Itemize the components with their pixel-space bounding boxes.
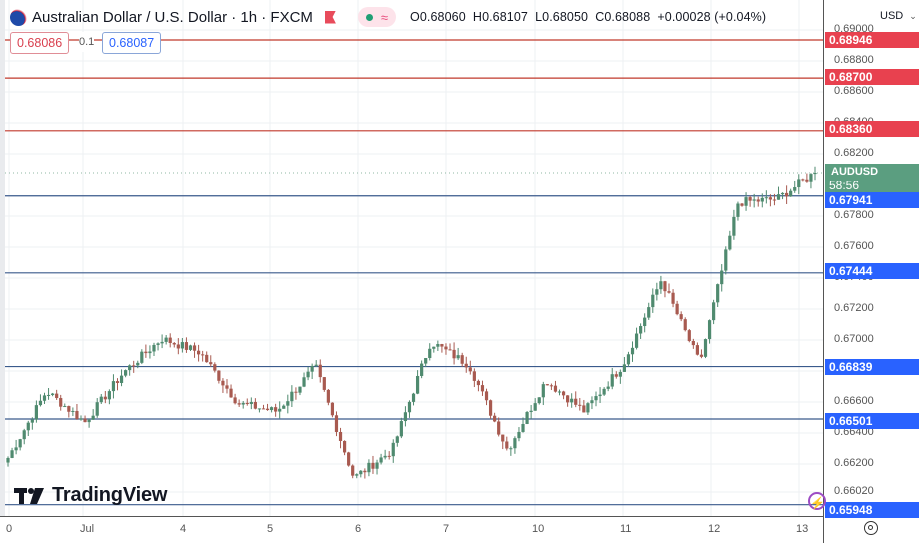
close-label: C xyxy=(595,10,605,24)
price-tick-label: 0.66600 xyxy=(834,395,874,407)
sell-price-button[interactable]: 0.68086 xyxy=(10,32,70,54)
market-status-pill[interactable]: ≈ xyxy=(357,7,397,27)
currency-selector[interactable]: USD ⌄ xyxy=(880,10,917,22)
close-value: 0.68088 xyxy=(604,10,651,24)
currency-label: USD xyxy=(880,10,904,22)
ohlc-values: O0.68060 H0.68107 L0.68050 C0.68088 +0.0… xyxy=(410,10,766,24)
chart-settings-icon[interactable] xyxy=(864,521,878,535)
flag-marker-icon[interactable] xyxy=(324,10,336,24)
high-value: 0.68107 xyxy=(482,10,528,24)
price-tick-label: 0.68600 xyxy=(834,85,874,97)
time-tick-label: 5 xyxy=(267,523,274,535)
bar-countdown: 58:56 xyxy=(829,178,860,192)
open-value: 0.68060 xyxy=(419,10,466,24)
change-value: +0.00028 (+0.04%) xyxy=(657,10,767,24)
open-label: O xyxy=(410,10,420,24)
candlestick-chart[interactable] xyxy=(0,0,823,516)
low-label: L xyxy=(535,10,543,24)
price-tick-label: 0.68800 xyxy=(834,54,874,66)
level-price-label: 0.66839 xyxy=(825,359,919,375)
level-price-label: 0.67444 xyxy=(825,263,919,279)
price-tick-label: 0.66020 xyxy=(834,485,874,497)
price-axis[interactable]: USD⌄ 0.690000.688000.686000.684000.68200… xyxy=(823,0,919,543)
low-value: 0.68050 xyxy=(542,10,589,24)
time-tick-label: Jul xyxy=(80,523,95,535)
level-price-label: 0.68360 xyxy=(825,121,919,137)
symbol-price-tag: AUDUSD xyxy=(827,164,883,181)
logo-text: TradingView xyxy=(52,484,168,506)
time-tick-label: 11 xyxy=(620,523,632,535)
time-tick-label: 10 xyxy=(532,523,545,535)
level-price-label: 0.65948 xyxy=(825,502,919,518)
lightning-event-icon[interactable]: ⚡ xyxy=(808,492,826,510)
level-price-label: 0.68700 xyxy=(825,69,919,85)
level-price-label: 0.67941 xyxy=(825,192,919,208)
level-price-label: 0.68946 xyxy=(825,32,919,48)
time-tick-label: 6 xyxy=(355,523,362,535)
high-label: H xyxy=(472,10,483,24)
market-open-dot-icon xyxy=(365,13,373,21)
spread-value: 0.1 xyxy=(79,32,95,52)
price-tick-label: 0.67600 xyxy=(834,240,874,252)
symbol-title[interactable]: Australian Dollar / U.S. Dollar · 1h · F… xyxy=(32,8,313,26)
aud-usd-flag-icon xyxy=(10,8,27,26)
level-price-label: 0.66501 xyxy=(825,413,919,429)
tradingview-logo[interactable]: TradingView xyxy=(14,484,167,507)
price-tick-label: 0.67200 xyxy=(834,302,874,314)
price-tick-label: 0.68200 xyxy=(834,147,874,159)
price-tick-label: 0.67000 xyxy=(834,333,874,345)
tradingview-mark-icon xyxy=(14,487,44,504)
time-tick-label: 7 xyxy=(443,523,450,535)
chevron-down-icon: ⌄ xyxy=(909,11,917,21)
time-tick-label: 13 xyxy=(796,523,809,535)
price-tick-label: 0.66200 xyxy=(834,457,874,469)
time-tick-label: 12 xyxy=(708,523,721,535)
symbol-legend: Australian Dollar / U.S. Dollar · 1h · F… xyxy=(10,6,766,28)
time-axis[interactable]: 0 Jul 4 5 6 7 10 11 12 13 xyxy=(0,516,823,544)
chart-pane[interactable] xyxy=(0,0,823,516)
price-tick-label: 0.66400 xyxy=(834,426,874,438)
time-tick-label: 4 xyxy=(180,523,187,535)
approx-data-icon: ≈ xyxy=(380,9,389,25)
price-tick-label: 0.67800 xyxy=(834,209,874,221)
buy-price-button[interactable]: 0.68087 xyxy=(102,32,162,54)
time-tick-label: 0 xyxy=(6,523,13,535)
